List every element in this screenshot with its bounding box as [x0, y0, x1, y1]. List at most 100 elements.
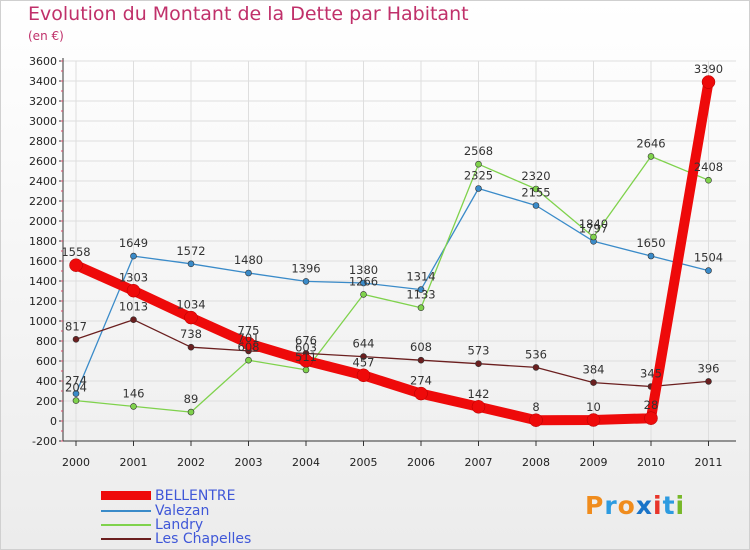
logo-letter: x: [635, 491, 653, 520]
data-point-valezan: [187, 260, 195, 268]
data-point-valezan: [647, 252, 655, 260]
data-label-bellentre: 8: [532, 400, 539, 414]
data-label-les-chapelles: 644: [353, 337, 375, 351]
data-label-bellentre: 142: [468, 387, 490, 401]
y-tick-label: 3200: [29, 95, 57, 108]
axes: -200 0 200 400 600 800 1000 1200 1400 1600 1800 200…: [29, 55, 736, 469]
data-point-les-chapelles: [130, 316, 137, 324]
legend-swatch-landry: [101, 523, 151, 526]
legend-label-landry: Landry: [155, 516, 204, 533]
legend-label-les-chapelles: Les Chapelles: [155, 530, 252, 547]
data-label-valezan: 1504: [694, 251, 723, 265]
series-line-valezan: [75, 187, 710, 395]
data-label-les-chapelles: 396: [698, 361, 720, 375]
y-tick-label: 400: [36, 375, 57, 388]
y-tick-label: 0: [50, 415, 57, 428]
data-point-les-chapelles: [475, 360, 482, 368]
series-line-les-chapelles: [75, 319, 710, 388]
data-label-landry: 608: [238, 340, 260, 354]
data-point-landry: [187, 408, 195, 416]
data-label-les-chapelles: 345: [640, 367, 662, 381]
data-label-les-chapelles: 676: [295, 333, 317, 347]
legend-item-les-chapelles: Les Chapelles: [101, 530, 252, 547]
data-label-valezan: 2325: [464, 169, 493, 183]
y-tick-label: 2800: [29, 135, 57, 148]
legend-swatch-bellentre: [101, 491, 151, 500]
data-point-bellentre: [471, 400, 486, 414]
data-labels: 1558 1303 1034 775 603 457 274 142 8 10 28 3390 274 1…: [61, 62, 723, 414]
data-label-bellentre: 603: [295, 341, 317, 355]
data-label-bellentre: 274: [410, 374, 432, 388]
y-tick-label: 1800: [29, 235, 57, 248]
data-label-bellentre: 3390: [694, 62, 723, 76]
data-label-valezan: 1572: [176, 244, 205, 258]
y-tick-label: 2600: [29, 155, 57, 168]
data-label-valezan: 1649: [119, 236, 148, 250]
data-point-les-chapelles: [360, 353, 367, 360]
data-point-valezan: [417, 286, 425, 293]
data-point-bellentre: [126, 283, 141, 298]
data-label-landry: 89: [184, 392, 199, 406]
data-label-landry: 2646: [636, 136, 665, 150]
data-label-valezan: 1314: [406, 270, 435, 284]
data-label-les-chapelles: 608: [410, 340, 432, 354]
data-point-bellentre: [184, 310, 198, 325]
data-label-bellentre: 28: [644, 398, 659, 412]
y-tick-label: 1000: [29, 315, 57, 328]
data-label-landry: 204: [65, 381, 87, 395]
data-label-les-chapelles: 573: [468, 344, 490, 358]
data-label-valezan: 1797: [579, 221, 608, 235]
data-point-valezan: [475, 185, 482, 192]
x-tick-label: 2006: [407, 456, 435, 469]
data-point-bellentre: [69, 258, 83, 272]
y-tick-label: 3000: [29, 115, 57, 128]
data-point-les-chapelles: [187, 343, 195, 351]
logo-letter: t: [662, 491, 676, 520]
x-tick-label: 2005: [350, 456, 378, 469]
logo-letter: i: [653, 491, 663, 520]
y-tick-label: 2400: [29, 175, 57, 188]
x-tick-label: 2011: [695, 456, 723, 469]
data-label-les-chapelles: 1013: [119, 300, 148, 314]
y-tick-label: 200: [36, 395, 57, 408]
data-point-bellentre: [529, 413, 543, 427]
data-label-bellentre: 10: [586, 400, 601, 414]
x-tick-label: 2004: [292, 456, 320, 469]
data-label-valezan: 2155: [521, 186, 550, 200]
data-label-landry: 1133: [406, 288, 435, 302]
data-point-les-chapelles: [705, 378, 712, 385]
data-point-landry: [647, 153, 655, 160]
data-point-bellentre: [299, 353, 313, 368]
y-tick-label: 1600: [29, 255, 57, 268]
data-point-landry: [705, 176, 712, 184]
data-label-landry: 2568: [464, 144, 493, 158]
data-point-landry: [590, 233, 597, 241]
y-tick-label: 3400: [29, 75, 57, 88]
data-point-bellentre: [586, 413, 601, 427]
data-label-valezan: 1480: [234, 253, 263, 267]
data-point-landry: [302, 366, 310, 374]
data-point-valezan: [130, 252, 137, 260]
data-label-bellentre: 457: [353, 355, 375, 369]
y-tick-label: 2200: [29, 195, 57, 208]
legend-item-valezan: Valezan: [101, 503, 209, 519]
x-tick-label: 2000: [62, 456, 90, 469]
y-tick-label: 800: [36, 335, 57, 348]
legend-item-landry: Landry: [101, 516, 204, 533]
data-point-landry: [532, 185, 540, 193]
data-point-les-chapelles: [532, 364, 540, 371]
x-tick-label: 2009: [580, 456, 608, 469]
data-point-bellentre: [241, 336, 256, 351]
data-point-les-chapelles: [417, 356, 425, 364]
legend-swatch-valezan: [101, 509, 151, 512]
x-tick-label: 2001: [120, 456, 148, 469]
data-label-landry: 2408: [694, 160, 723, 174]
chart-subtitle: (en €): [28, 29, 64, 43]
data-label-les-chapelles: 701: [238, 331, 260, 345]
data-point-bellentre: [356, 368, 371, 383]
x-tick-label: 2008: [522, 456, 550, 469]
data-label-bellentre: 775: [238, 324, 260, 338]
data-label-landry: 146: [123, 386, 145, 400]
series-lines: [69, 75, 716, 427]
